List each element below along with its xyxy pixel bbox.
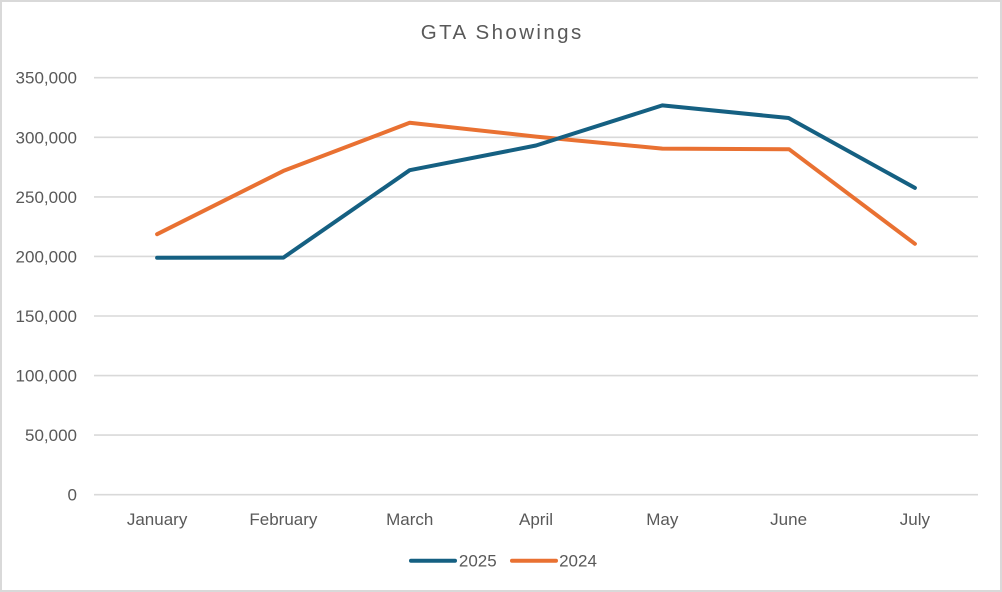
svg-text:January: January	[127, 510, 188, 529]
svg-text:0: 0	[68, 486, 77, 505]
svg-text:2024: 2024	[559, 552, 597, 571]
svg-text:GTA Showings: GTA Showings	[421, 21, 584, 44]
svg-text:April: April	[519, 510, 553, 529]
svg-text:July: July	[900, 510, 931, 529]
svg-text:50,000: 50,000	[25, 426, 77, 445]
svg-text:300,000: 300,000	[16, 128, 77, 147]
svg-text:250,000: 250,000	[16, 188, 77, 207]
svg-text:2025: 2025	[459, 552, 497, 571]
svg-text:150,000: 150,000	[16, 307, 77, 326]
svg-text:100,000: 100,000	[16, 367, 77, 386]
svg-text:March: March	[386, 510, 433, 529]
svg-text:June: June	[770, 510, 807, 529]
svg-text:May: May	[646, 510, 679, 529]
svg-text:350,000: 350,000	[16, 69, 77, 88]
svg-text:February: February	[249, 510, 318, 529]
svg-text:200,000: 200,000	[16, 247, 77, 266]
